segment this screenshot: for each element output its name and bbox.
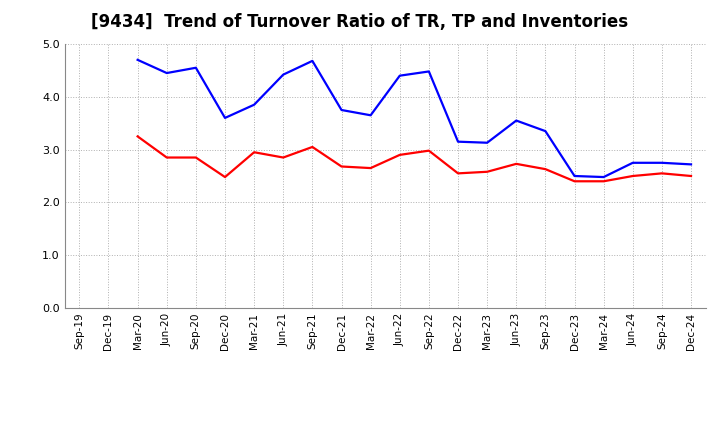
Trade Receivables (366, 165, 375, 171)
Trade Receivables (192, 155, 200, 160)
Trade Payables (425, 69, 433, 74)
Trade Receivables (425, 148, 433, 153)
Trade Payables (366, 113, 375, 118)
Trade Receivables (308, 144, 317, 150)
Trade Receivables (599, 179, 608, 184)
Trade Payables (192, 65, 200, 70)
Trade Receivables (395, 152, 404, 158)
Trade Receivables (163, 155, 171, 160)
Trade Payables (163, 70, 171, 76)
Trade Payables (541, 128, 550, 134)
Trade Receivables (657, 171, 666, 176)
Trade Payables (483, 140, 492, 145)
Trade Payables (570, 173, 579, 179)
Trade Receivables (570, 179, 579, 184)
Trade Payables (133, 57, 142, 62)
Trade Receivables (629, 173, 637, 179)
Text: [9434]  Trend of Turnover Ratio of TR, TP and Inventories: [9434] Trend of Turnover Ratio of TR, TP… (91, 13, 629, 31)
Trade Receivables (337, 164, 346, 169)
Trade Receivables (687, 173, 696, 179)
Trade Receivables (483, 169, 492, 174)
Trade Payables (308, 58, 317, 63)
Trade Payables (220, 115, 229, 121)
Trade Receivables (133, 134, 142, 139)
Trade Receivables (250, 150, 258, 155)
Trade Payables (512, 118, 521, 123)
Trade Payables (687, 162, 696, 167)
Trade Receivables (454, 171, 462, 176)
Trade Payables (599, 174, 608, 180)
Line: Trade Payables: Trade Payables (138, 60, 691, 177)
Trade Payables (250, 102, 258, 107)
Trade Receivables (512, 161, 521, 166)
Trade Payables (395, 73, 404, 78)
Trade Payables (657, 160, 666, 165)
Trade Payables (454, 139, 462, 144)
Trade Payables (629, 160, 637, 165)
Line: Trade Receivables: Trade Receivables (138, 136, 691, 181)
Trade Receivables (279, 155, 287, 160)
Trade Payables (337, 107, 346, 113)
Trade Receivables (541, 166, 550, 172)
Trade Payables (279, 72, 287, 77)
Trade Receivables (220, 174, 229, 180)
